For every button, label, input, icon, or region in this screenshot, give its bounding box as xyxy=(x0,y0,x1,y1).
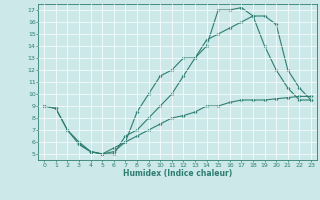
X-axis label: Humidex (Indice chaleur): Humidex (Indice chaleur) xyxy=(123,169,232,178)
